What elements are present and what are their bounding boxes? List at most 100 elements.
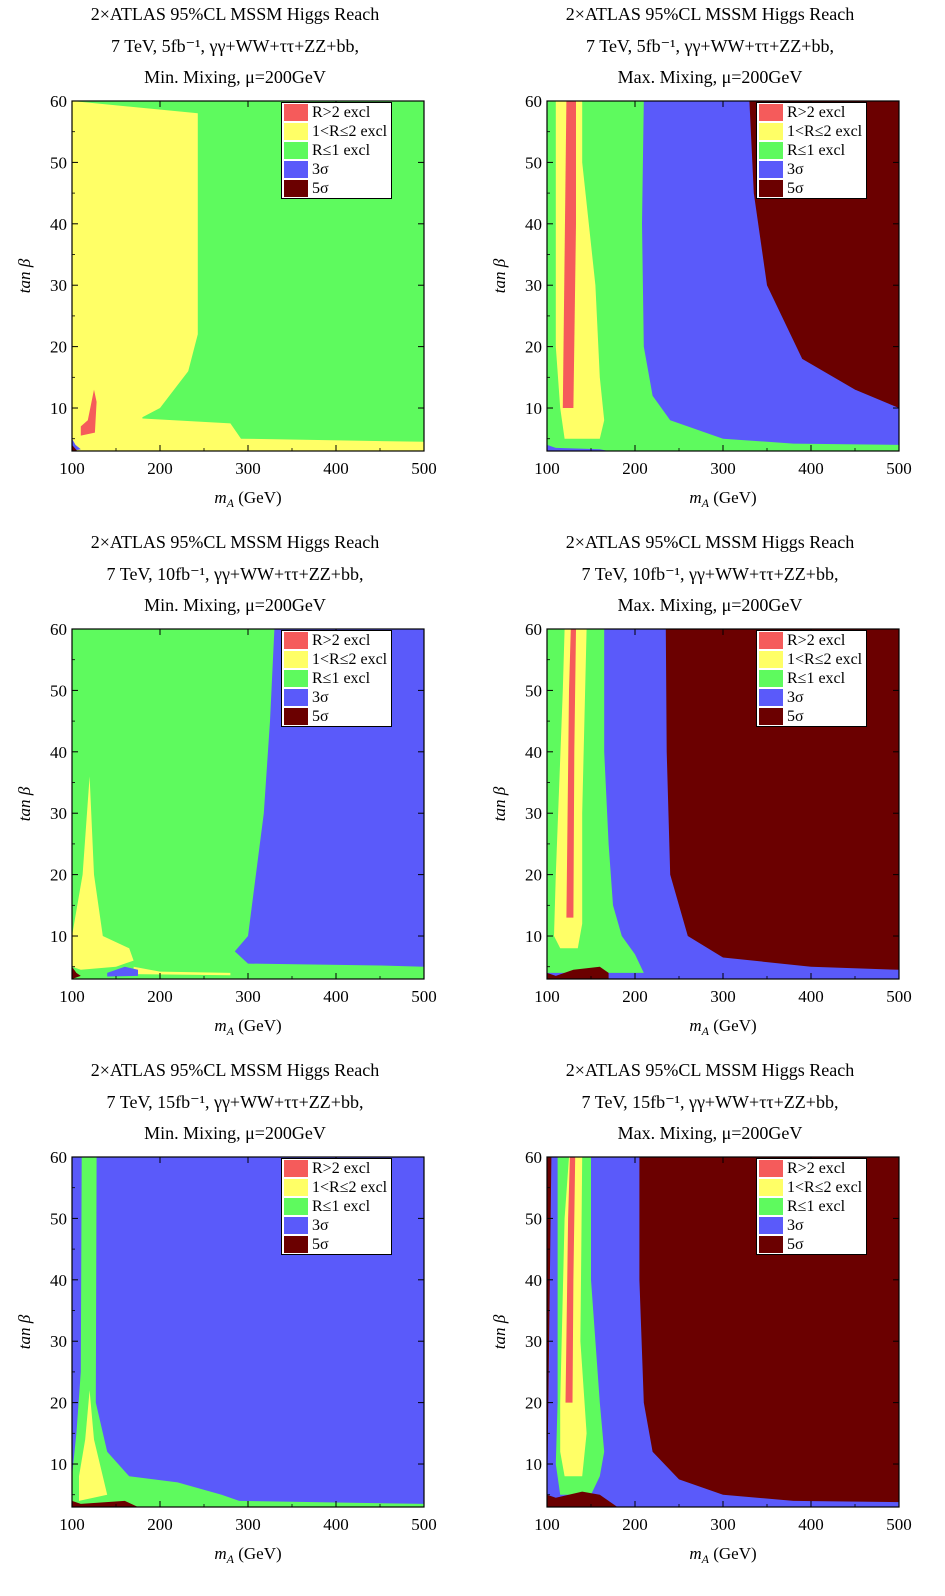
legend-item: 3σ [757, 160, 866, 179]
region-r_gt_2-1 [80, 389, 97, 436]
legend-item: R>2 excl [757, 631, 866, 650]
x-axis-label: mA (GeV) [689, 1016, 756, 1038]
x-tick-label: 200 [147, 1515, 173, 1534]
region-sigma3-0 [547, 1157, 899, 1507]
chart-title-line-2: 7 TeV, 15fb⁻¹, γγ+WW+ττ+ZZ+bb, [581, 1092, 839, 1112]
legend-swatch [284, 1236, 308, 1253]
y-tick-label: 10 [50, 399, 67, 418]
y-axis-label: tan β [15, 786, 34, 821]
legend-swatch [284, 651, 308, 668]
legend-label: R>2 excl [312, 632, 371, 649]
region-layer [72, 101, 424, 451]
legend-label: 1<R≤2 excl [312, 1179, 388, 1196]
y-tick-label: 10 [525, 1455, 542, 1474]
x-tick-label: 100 [534, 1515, 560, 1534]
legend-label: 1<R≤2 excl [787, 651, 863, 668]
x-tick-label: 200 [622, 1515, 648, 1534]
region-r_gt_2-3 [565, 1157, 576, 1403]
x-axis-label: mA (GeV) [214, 1544, 281, 1566]
x-tick-label: 100 [59, 1515, 85, 1534]
legend-item: R≤1 excl [282, 141, 391, 160]
chart-title-line-2: 7 TeV, 10fb⁻¹, γγ+WW+ττ+ZZ+bb, [106, 564, 364, 584]
x-axis-subscript: A [701, 1024, 710, 1038]
legend-item: R≤1 excl [757, 669, 866, 688]
region-r_le_1-0 [547, 101, 899, 451]
legend-item: 3σ [757, 1216, 866, 1235]
legend-swatch [759, 123, 783, 140]
legend-swatch [284, 142, 308, 159]
region-sigma3-0 [547, 629, 899, 979]
legend-item: R≤1 excl [282, 1197, 391, 1216]
legend-swatch [759, 632, 783, 649]
region-sigma5-4 [547, 1491, 618, 1507]
y-tick-label: 30 [50, 804, 67, 823]
legend-label: 5σ [312, 1236, 329, 1253]
x-axis-symbol: m [689, 1016, 701, 1035]
chart-panel-15fb-max-mixing: 2×ATLAS 95%CL MSSM Higgs Reach 7 TeV, 15f… [475, 1056, 945, 1586]
legend: R>2 excl 1<R≤2 excl R≤1 excl 3σ 5σ [281, 1158, 393, 1255]
plot-svg: 100 200 300 400 500 10 20 30 40 50 60 mA (GeV) tan β [490, 92, 912, 510]
y-axis-label: tan β [490, 258, 509, 293]
region-sigma3-4 [547, 444, 609, 451]
region-r_1_2-1 [72, 776, 134, 970]
legend: R>2 excl 1<R≤2 excl R≤1 excl 3σ 5σ [281, 102, 393, 199]
legend-swatch [759, 708, 783, 725]
legend: R>2 excl 1<R≤2 excl R≤1 excl 3σ 5σ [756, 102, 868, 199]
y-axis-label: tan β [490, 1314, 509, 1349]
region-sigma5-3 [72, 444, 78, 451]
legend-item: 1<R≤2 excl [282, 650, 391, 669]
legend-label: 1<R≤2 excl [312, 123, 388, 140]
region-sigma5-2 [72, 1500, 138, 1507]
legend-label: R≤1 excl [787, 670, 846, 687]
chart-panel-5fb-min-mixing: 2×ATLAS 95%CL MSSM Higgs Reach 7 TeV, 5fb… [0, 0, 470, 530]
x-axis-symbol: m [689, 1544, 701, 1563]
y-tick-label: 20 [50, 338, 67, 357]
x-tick-label: 200 [147, 459, 173, 478]
legend-swatch [284, 123, 308, 140]
region-r_le_1-0 [72, 1157, 424, 1507]
legend-swatch [284, 1198, 308, 1215]
x-axis-label: mA (GeV) [214, 1016, 281, 1038]
legend-label: R≤1 excl [787, 142, 846, 159]
legend-swatch [284, 161, 308, 178]
legend-item: 5σ [757, 1235, 866, 1254]
x-tick-label: 200 [622, 987, 648, 1006]
x-axis-unit: (GeV) [709, 1016, 757, 1035]
x-axis-label: mA (GeV) [689, 1544, 756, 1566]
legend-item: R≤1 excl [757, 141, 866, 160]
x-axis-symbol: m [214, 488, 226, 507]
y-axis-label: tan β [15, 1314, 34, 1349]
x-tick-label: 500 [411, 987, 437, 1006]
legend-swatch [759, 1160, 783, 1177]
legend-label: R>2 excl [312, 1160, 371, 1177]
chart-panel-5fb-max-mixing: 2×ATLAS 95%CL MSSM Higgs Reach 7 TeV, 5fb… [475, 0, 945, 530]
y-tick-label: 10 [525, 399, 542, 418]
x-axis-unit: (GeV) [234, 488, 282, 507]
legend-item: R≤1 excl [282, 669, 391, 688]
legend-item: R>2 excl [282, 1159, 391, 1178]
legend-item: R>2 excl [757, 103, 866, 122]
legend-item: 3σ [757, 688, 866, 707]
plot-svg: 100 200 300 400 500 10 20 30 40 50 60 mA (GeV) tan β [490, 620, 912, 1038]
legend-label: R>2 excl [787, 632, 846, 649]
legend-swatch [284, 632, 308, 649]
x-axis-unit: (GeV) [709, 1544, 757, 1563]
x-tick-label: 300 [235, 459, 261, 478]
x-tick-label: 400 [798, 987, 824, 1006]
region-r_1_2-2 [133, 966, 231, 976]
legend-label: 1<R≤2 excl [787, 123, 863, 140]
x-axis-label: mA (GeV) [689, 488, 756, 510]
chart-title-line-2: 7 TeV, 5fb⁻¹, γγ+WW+ττ+ZZ+bb, [111, 36, 359, 56]
y-tick-label: 30 [50, 1332, 67, 1351]
legend-item: 5σ [282, 707, 391, 726]
x-tick-label: 500 [886, 987, 912, 1006]
y-tick-label: 40 [525, 1271, 542, 1290]
y-axis-label: tan β [490, 786, 509, 821]
chart-title-line-1: 2×ATLAS 95%CL MSSM Higgs Reach [565, 4, 855, 24]
legend-label: R>2 excl [787, 1160, 846, 1177]
chart-title-line-3: Min. Mixing, μ=200GeV [144, 1123, 326, 1143]
legend-label: R≤1 excl [312, 670, 371, 687]
legend-label: R>2 excl [787, 104, 846, 121]
region-r_1_2-1 [79, 1390, 108, 1501]
legend-item: 1<R≤2 excl [282, 122, 391, 141]
